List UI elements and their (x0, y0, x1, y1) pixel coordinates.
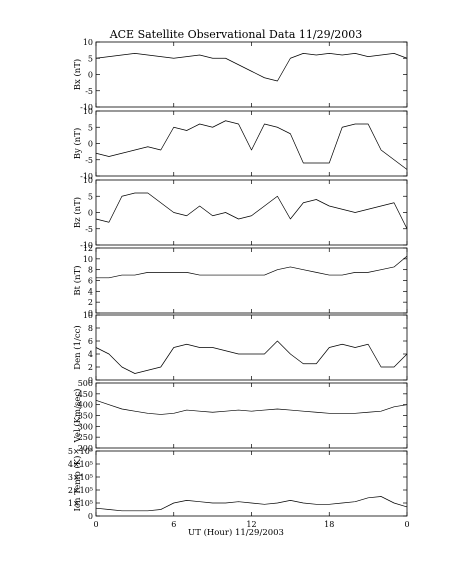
y-tick-label-1-0: -10 (80, 103, 93, 112)
y-tick-label-7-5: 5×10⁵ (68, 447, 93, 456)
y-tick-label-1-3: 5 (88, 54, 93, 63)
y-axis-label-7: Ion Temp (K) (72, 456, 83, 512)
y-tick-label-4-1: 2 (88, 298, 93, 307)
panel-frame-2 (95, 110, 408, 177)
y-tick-label-7-0: 0 (88, 512, 93, 521)
x-tick-label-1: 6 (171, 520, 176, 529)
y-tick-label-7-1: 1×10⁵ (68, 499, 93, 508)
panel-frame-7 (95, 450, 408, 517)
panel-frame-6 (95, 382, 408, 449)
y-tick-label-6-6: 500 (78, 379, 93, 388)
y-tick-label-6-0: 200 (78, 444, 93, 453)
y-tick-label-7-4: 4×10⁵ (68, 460, 93, 469)
y-tick-label-6-5: 450 (78, 390, 93, 399)
y-tick-label-4-5: 10 (83, 255, 93, 264)
y-tick-label-7-3: 3×10⁵ (68, 473, 93, 482)
y-tick-label-6-1: 250 (78, 433, 93, 442)
y-tick-label-5-2: 4 (88, 350, 93, 359)
series-line-7-1 (95, 496, 408, 512)
y-axis-label-5: Den (1/cc) (72, 325, 83, 369)
y-tick-label-4-3: 6 (88, 277, 93, 286)
y-tick-label-1-1: -5 (85, 87, 93, 96)
panel-frame-1 (95, 41, 408, 108)
y-tick-label-2-3: 5 (88, 123, 93, 132)
y-tick-label-2-0: -10 (80, 172, 93, 181)
panel-frame-3 (95, 179, 408, 246)
series-line-5-1 (95, 340, 408, 374)
y-tick-label-3-4: 10 (83, 176, 93, 185)
y-tick-label-4-0: 0 (88, 309, 93, 318)
y-tick-label-5-3: 6 (88, 337, 93, 346)
y-axis-label-6: Vel (Km/sec) (72, 389, 83, 444)
y-tick-label-5-4: 8 (88, 324, 93, 333)
y-tick-label-6-3: 350 (78, 412, 93, 421)
x-tick-label-4: 0 (404, 520, 409, 529)
y-axis-label-1: Bx (nT) (72, 59, 83, 91)
y-tick-label-3-1: -5 (85, 225, 93, 234)
y-tick-label-2-2: 0 (88, 140, 93, 149)
y-tick-label-2-1: -5 (85, 156, 93, 165)
series-line-2-1 (95, 120, 408, 170)
y-tick-label-3-2: 0 (88, 209, 93, 218)
y-tick-label-4-4: 8 (88, 266, 93, 275)
y-axis-label-2: By (nT) (72, 128, 83, 160)
y-tick-label-5-1: 2 (88, 363, 93, 372)
y-tick-label-6-2: 300 (78, 422, 93, 431)
y-tick-label-5-0: 0 (88, 376, 93, 385)
y-tick-label-4-6: 12 (83, 244, 93, 253)
x-tick-label-0: 0 (93, 520, 98, 529)
chart-title: ACE Satellite Observational Data 11/29/2… (109, 28, 363, 41)
y-tick-label-4-2: 4 (88, 287, 93, 296)
series-line-1-1 (95, 53, 408, 82)
y-tick-label-3-0: -10 (80, 241, 93, 250)
panel-frame-5 (95, 314, 408, 381)
series-line-4-1 (96, 255, 408, 279)
panel-frame-4 (95, 247, 408, 314)
y-tick-label-6-4: 400 (78, 401, 93, 410)
y-tick-label-2-4: 10 (83, 107, 93, 116)
y-axis-label-4: Bt (nT) (72, 265, 83, 295)
y-tick-label-3-3: 5 (88, 192, 93, 201)
series-line-6-1 (95, 399, 408, 415)
series-line-3-1 (95, 192, 408, 229)
y-tick-label-7-2: 2×10⁵ (68, 486, 93, 495)
x-axis-label: UT (Hour) 11/29/2003 (188, 527, 284, 538)
y-axis-label-3: Bz (nT) (72, 197, 83, 228)
x-tick-label-3: 18 (324, 520, 334, 529)
x-tick-label-2: 12 (246, 520, 256, 529)
y-tick-label-5-5: 10 (83, 311, 93, 320)
y-tick-label-1-2: 0 (88, 71, 93, 80)
y-tick-label-1-4: 10 (83, 38, 93, 47)
